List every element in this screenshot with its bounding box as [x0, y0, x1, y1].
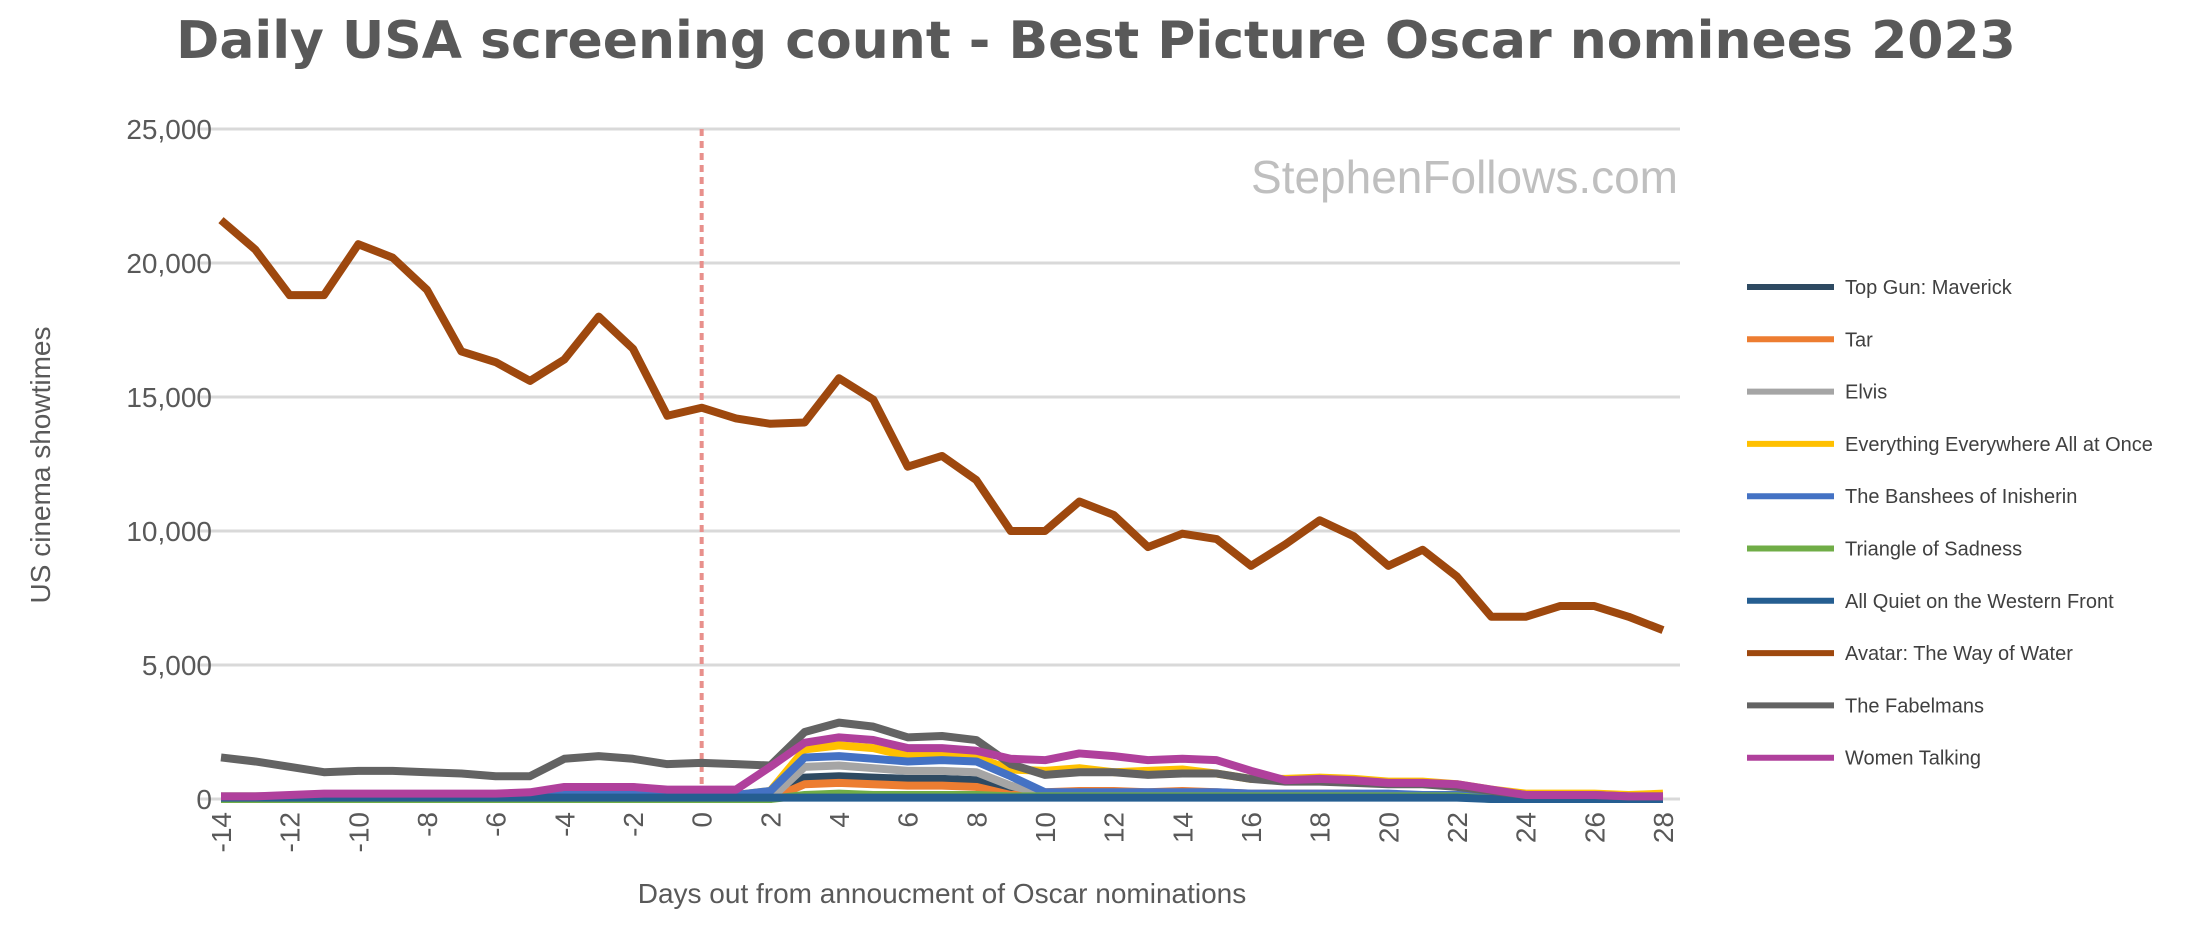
y-axis-label: US cinema showtimes	[25, 327, 56, 604]
x-tick-label: -8	[412, 812, 443, 837]
series-line-avatar-the-way-of-water	[218, 217, 1665, 634]
x-tick-label: 20	[1373, 812, 1404, 843]
x-tick-label: 28	[1648, 812, 1679, 843]
legend-item-avatar-the-way-of-water: Avatar: The Way of Water	[1747, 643, 2073, 665]
x-tick-label: -6	[481, 812, 512, 837]
x-tick-label: 12	[1099, 812, 1130, 843]
y-tick-label: 20,000	[126, 248, 212, 279]
y-tick-label: 0	[196, 784, 212, 815]
x-tick-label: 10	[1030, 812, 1061, 843]
x-tick-label: 22	[1442, 812, 1473, 843]
x-tick-label: 6	[893, 812, 924, 828]
y-tick-label: 10,000	[126, 516, 212, 547]
x-tick-label: -12	[275, 812, 306, 852]
x-tick-label: 2	[755, 812, 786, 828]
gridlines	[200, 127, 1680, 801]
x-tick-label: -10	[343, 812, 374, 852]
y-axis-ticks: 0 5,000 10,000 15,000 20,000 25,000	[126, 114, 212, 815]
legend-item-top-gun-maverick: Top Gun: Maverick	[1747, 277, 2013, 299]
legend-label: Top Gun: Maverick	[1845, 277, 2013, 299]
x-tick-label: 26	[1579, 812, 1610, 843]
legend-item-tar: Tar	[1747, 329, 1873, 351]
legend-label: Everything Everywhere All at Once	[1845, 434, 2153, 456]
legend-label: Elvis	[1845, 382, 1887, 404]
legend-label: The Fabelmans	[1845, 695, 1984, 717]
x-tick-label: 8	[961, 812, 992, 828]
x-tick-label: -14	[206, 812, 237, 852]
x-axis-label: Days out from annoucment of Oscar nomina…	[638, 878, 1247, 909]
series-line-all-quiet-on-the-western-front	[221, 793, 1663, 803]
legend-item-everything-everywhere-all-at-once: Everything Everywhere All at Once	[1747, 434, 2153, 456]
legend-item-the-banshees-of-inisherin: The Banshees of Inisherin	[1747, 486, 2077, 508]
x-tick-label: 24	[1511, 812, 1542, 843]
legend-label: Triangle of Sadness	[1845, 539, 2022, 561]
y-tick-label: 25,000	[126, 114, 212, 145]
legend-item-triangle-of-sadness: Triangle of Sadness	[1747, 539, 2022, 561]
series-line-women-talking	[221, 733, 1663, 801]
x-tick-label: -2	[618, 812, 649, 837]
legend: Top Gun: Maverick Tar Elvis Everything Ever…	[1747, 277, 2153, 770]
x-tick-label: 4	[824, 812, 855, 828]
watermark: StephenFollows.com	[1251, 151, 1678, 203]
legend-item-all-quiet-on-the-western-front: All Quiet on the Western Front	[1747, 591, 2114, 613]
legend-label: Tar	[1845, 329, 1873, 351]
legend-label: All Quiet on the Western Front	[1845, 591, 2114, 613]
x-axis-ticks: -14 -12 -10 -8 -6 -4 -2 0 2 4 6 8 10 12 14 16 18 20 22 24 26…	[206, 812, 1679, 852]
x-tick-label: 16	[1236, 812, 1267, 843]
legend-label: The Banshees of Inisherin	[1845, 486, 2077, 508]
legend-label: Avatar: The Way of Water	[1845, 643, 2073, 665]
legend-item-the-fabelmans: The Fabelmans	[1747, 695, 1984, 717]
x-tick-label: -4	[549, 812, 580, 837]
legend-item-elvis: Elvis	[1747, 382, 1887, 404]
x-tick-label: 0	[687, 812, 718, 828]
y-tick-label: 5,000	[142, 650, 212, 681]
y-tick-label: 15,000	[126, 382, 212, 413]
legend-item-women-talking: Women Talking	[1747, 748, 1981, 770]
series-lines	[218, 217, 1665, 803]
x-tick-label: 14	[1167, 812, 1198, 843]
x-tick-label: 18	[1305, 812, 1336, 843]
chart-title: Daily USA screening count - Best Picture…	[176, 11, 2016, 71]
legend-label: Women Talking	[1845, 748, 1981, 770]
